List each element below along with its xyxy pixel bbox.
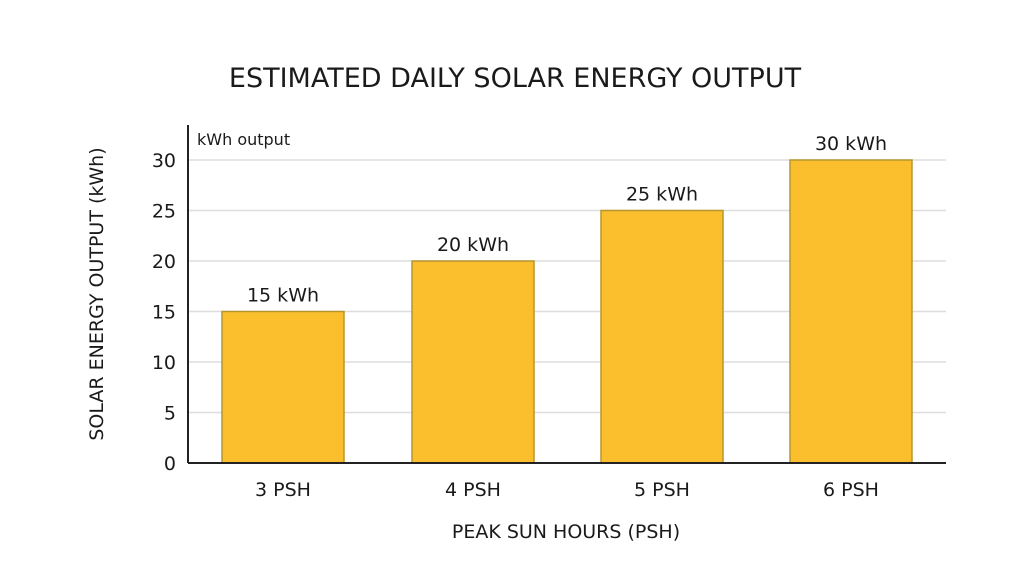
bar: [600, 209, 724, 464]
y-tick-label: 30: [152, 150, 176, 172]
y-tick-label: 0: [164, 453, 176, 475]
y-tick-label: 15: [152, 302, 176, 324]
y-tick-label: 10: [152, 352, 176, 374]
y-tick-label: 25: [152, 201, 176, 223]
bar: [221, 310, 345, 464]
data-label: 15 kWh: [247, 285, 319, 307]
y-tick-label: 5: [164, 403, 176, 425]
data-label: 20 kWh: [437, 234, 509, 256]
x-tick-label: 6 PSH: [823, 479, 879, 501]
x-tick-labels: 3 PSH 4 PSH 5 PSH 6 PSH: [255, 479, 879, 501]
y-tick-label: 20: [152, 251, 176, 273]
data-label: 25 kWh: [626, 184, 698, 206]
data-label: 30 kWh: [815, 133, 887, 155]
corner-label: kWh output: [197, 130, 290, 149]
x-tick-label: 5 PSH: [634, 479, 690, 501]
bar: [789, 159, 913, 464]
y-axis-label: SOLAR ENERGY OUTPUT (kWh): [86, 147, 108, 440]
chart-title: ESTIMATED DAILY SOLAR ENERGY OUTPUT: [229, 63, 802, 94]
bar: [411, 260, 535, 464]
x-tick-label: 3 PSH: [255, 479, 311, 501]
bars: 15 kWh 20 kWh 25 kWh 30 kWh: [221, 133, 913, 464]
y-tick-labels: 0 5 10 15 20 25 30: [152, 150, 176, 475]
x-tick-label: 4 PSH: [445, 479, 501, 501]
x-axis-label: PEAK SUN HOURS (PSH): [452, 521, 680, 543]
